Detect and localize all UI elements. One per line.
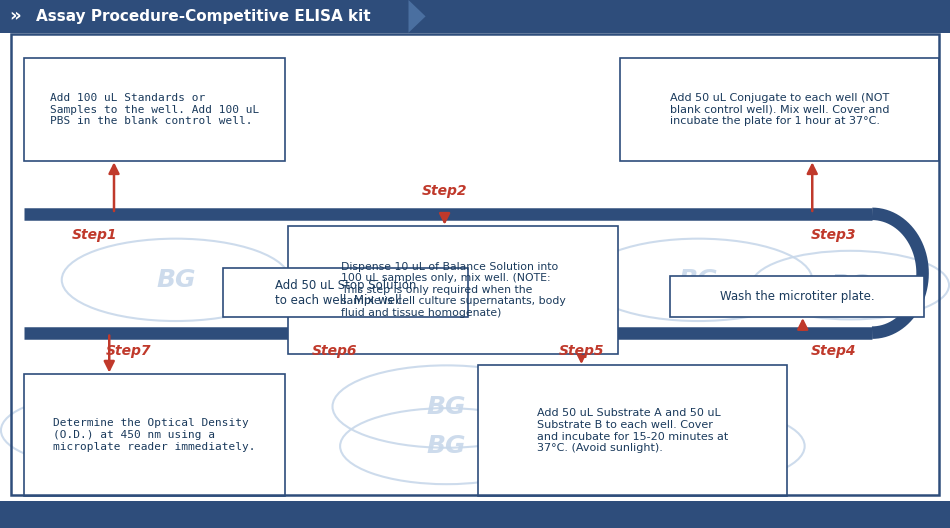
Text: Wash the microtiter plate.: Wash the microtiter plate. [720, 290, 874, 303]
Text: BG: BG [678, 268, 718, 292]
Text: Step1: Step1 [72, 228, 118, 242]
Text: BG: BG [80, 418, 120, 442]
Text: Add 50 uL Substrate A and 50 uL
Substrate B to each well. Cover
and incubate for: Add 50 uL Substrate A and 50 uL Substrat… [537, 409, 728, 453]
Text: BG: BG [156, 268, 196, 292]
FancyBboxPatch shape [670, 276, 924, 317]
FancyBboxPatch shape [478, 365, 787, 496]
Text: BG: BG [427, 394, 466, 419]
Text: BG: BG [678, 434, 718, 458]
Text: Add 50 uL Conjugate to each well (NOT
blank control well). Mix well. Cover and
i: Add 50 uL Conjugate to each well (NOT bl… [670, 93, 889, 126]
Text: Step7: Step7 [105, 344, 151, 358]
FancyBboxPatch shape [288, 226, 618, 354]
Text: BG: BG [830, 273, 870, 297]
Text: »: » [10, 7, 21, 25]
Text: Step2: Step2 [422, 184, 467, 198]
Text: Step5: Step5 [559, 344, 604, 358]
Text: BG: BG [427, 434, 466, 458]
FancyBboxPatch shape [24, 374, 285, 496]
Text: Step3: Step3 [810, 228, 856, 242]
Polygon shape [408, 0, 426, 33]
Text: Assay Procedure-Competitive ELISA kit: Assay Procedure-Competitive ELISA kit [36, 9, 371, 24]
Text: Add 100 uL Standards or
Samples to the well. Add 100 uL
PBS in the blank control: Add 100 uL Standards or Samples to the w… [49, 93, 259, 126]
Text: Dispense 10 uL of Balance Solution into
100 uL samples only, mix well. (NOTE:
Th: Dispense 10 uL of Balance Solution into … [341, 262, 565, 318]
Text: Add 50 uL Stop Solution
to each well. Mix well.: Add 50 uL Stop Solution to each well. Mi… [276, 278, 416, 307]
FancyBboxPatch shape [620, 58, 939, 161]
FancyBboxPatch shape [24, 58, 285, 161]
Text: Step6: Step6 [312, 344, 357, 358]
Text: Determine the Optical Density
(O.D.) at 450 nm using a
microplate reader immedia: Determine the Optical Density (O.D.) at … [53, 419, 256, 451]
Text: Step4: Step4 [810, 344, 856, 358]
FancyBboxPatch shape [0, 0, 950, 33]
FancyBboxPatch shape [0, 501, 950, 528]
FancyBboxPatch shape [223, 268, 468, 317]
